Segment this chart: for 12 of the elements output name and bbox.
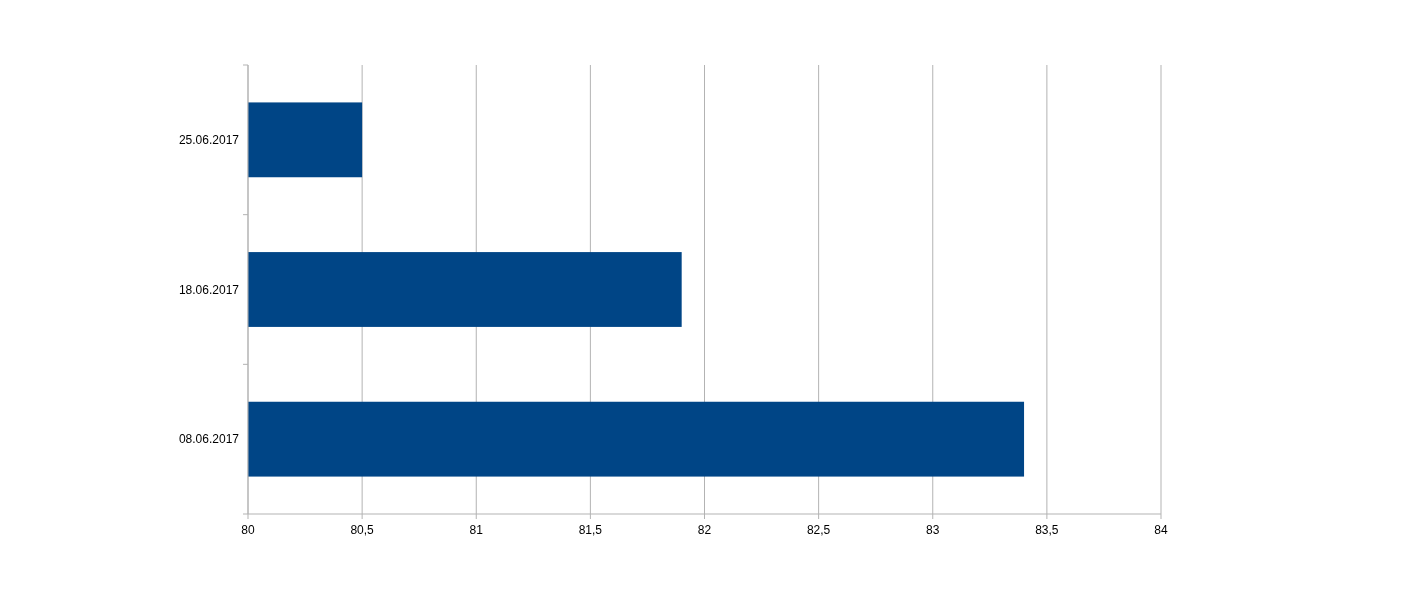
y-tick-label: 08.06.2017	[178, 432, 240, 447]
x-tick-label: 80	[241, 523, 255, 537]
x-tick-label: 82,5	[806, 523, 831, 537]
x-tick-label: 80,5	[350, 523, 375, 537]
x-tick-label: 83	[926, 523, 940, 537]
y-tick-label: 25.06.2017	[178, 133, 240, 148]
y-tick-label: 18.06.2017	[178, 282, 240, 297]
x-tick-label: 83,5	[1035, 523, 1059, 537]
x-tick-label: 84	[1154, 523, 1168, 537]
x-tick-label: 81,5	[578, 523, 603, 537]
x-tick-label: 81	[469, 523, 484, 537]
x-tick-label: 82	[697, 523, 712, 537]
